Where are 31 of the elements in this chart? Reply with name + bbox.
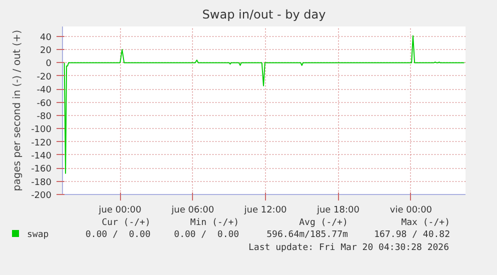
text: Avg (-/+) <box>298 218 348 229</box>
y-tick-label: 40 <box>40 32 52 43</box>
text: 167.98 / 40.82 <box>373 229 450 242</box>
text: Last update: Fri Mar 20 04:30:28 2026 <box>248 242 450 255</box>
y-tick-label: -40 <box>36 86 52 96</box>
text: 0.00 / 0.00 <box>173 229 240 242</box>
x-tick-label: jue 00:00 <box>98 206 142 216</box>
x-tick-label: jue 12:00 <box>243 206 288 216</box>
y-tick-label: -200 <box>31 191 52 201</box>
y-tick-label: -180 <box>31 178 52 188</box>
x-tick-label: jue 18:00 <box>316 206 360 216</box>
y-tick-label: -160 <box>31 164 52 175</box>
text: Min (-/+) <box>189 218 240 229</box>
y-tick-label: -100 <box>31 125 52 136</box>
x-tick-label: jue 06:00 <box>170 206 214 216</box>
y-tick-label: -120 <box>31 138 52 148</box>
text: 596.64m/185.77m <box>266 229 348 242</box>
line-series <box>64 35 465 174</box>
y-tick-label: 20 <box>40 46 52 56</box>
y-tick-label: 0 <box>46 59 52 70</box>
text: Cur (-/+) <box>100 218 151 229</box>
chart-title: Swap in/out - by day <box>202 8 326 22</box>
x-tick-label: vie 00:00 <box>390 206 432 216</box>
text: 0.00 / 0.00 <box>84 229 151 242</box>
y-axis-title: pages per second in (-) / out (+) <box>12 30 24 192</box>
y-tick-label: -20 <box>36 72 52 82</box>
y-tick-label: -60 <box>36 98 52 109</box>
y-tick-label: -140 <box>31 151 52 162</box>
y-tick-label: -80 <box>36 112 52 122</box>
text: Max (-/+) <box>400 218 450 229</box>
legend-label: swap <box>26 229 50 242</box>
